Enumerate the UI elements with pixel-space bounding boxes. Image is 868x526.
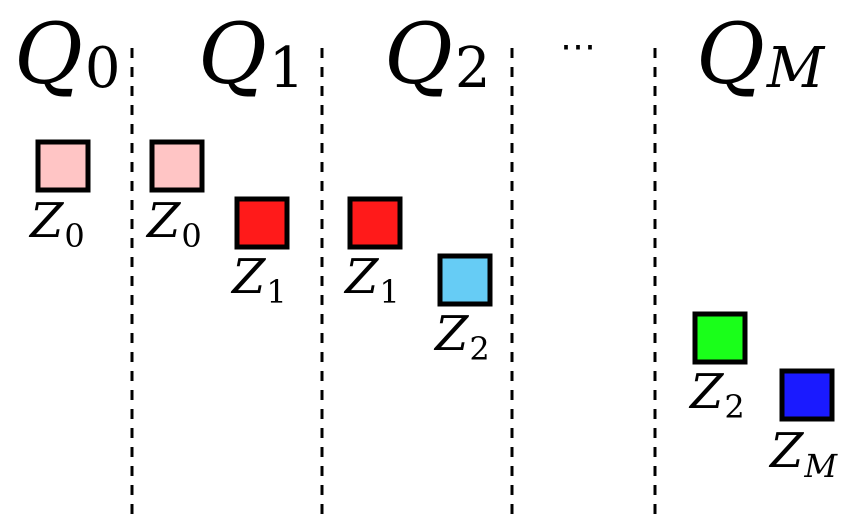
column-header-symbol: Q — [696, 5, 765, 103]
column-header-q2: Q2 — [384, 5, 491, 103]
column-header-qm: QM — [696, 5, 826, 103]
column-header-q1: Q1 — [198, 5, 305, 103]
block-label: Z2 — [433, 306, 490, 368]
column-header-subscript: 2 — [455, 36, 491, 101]
column-header-symbol: Q — [14, 5, 83, 103]
column-header-subscript: 1 — [269, 36, 305, 101]
block-label: Z0 — [28, 193, 85, 255]
block-square — [234, 196, 290, 250]
block-label: ZM — [768, 423, 838, 485]
block-square — [35, 139, 91, 193]
block-label: Z2 — [688, 364, 745, 426]
block-label: Z1 — [343, 249, 400, 311]
block-square — [692, 311, 748, 365]
ellipsis: ⋯ — [560, 26, 596, 67]
block-square — [779, 368, 835, 422]
block-label: Z1 — [230, 249, 287, 311]
block-label: Z0 — [145, 193, 202, 255]
column-header-symbol: Q — [198, 5, 267, 103]
column-header-symbol: Q — [384, 5, 453, 103]
column-header-subscript: 0 — [85, 36, 121, 101]
block-square — [347, 196, 403, 250]
block-square — [437, 253, 493, 307]
column-header-subscript: M — [766, 36, 826, 101]
column-header-q0: Q0 — [14, 5, 121, 103]
block-square — [149, 139, 205, 193]
